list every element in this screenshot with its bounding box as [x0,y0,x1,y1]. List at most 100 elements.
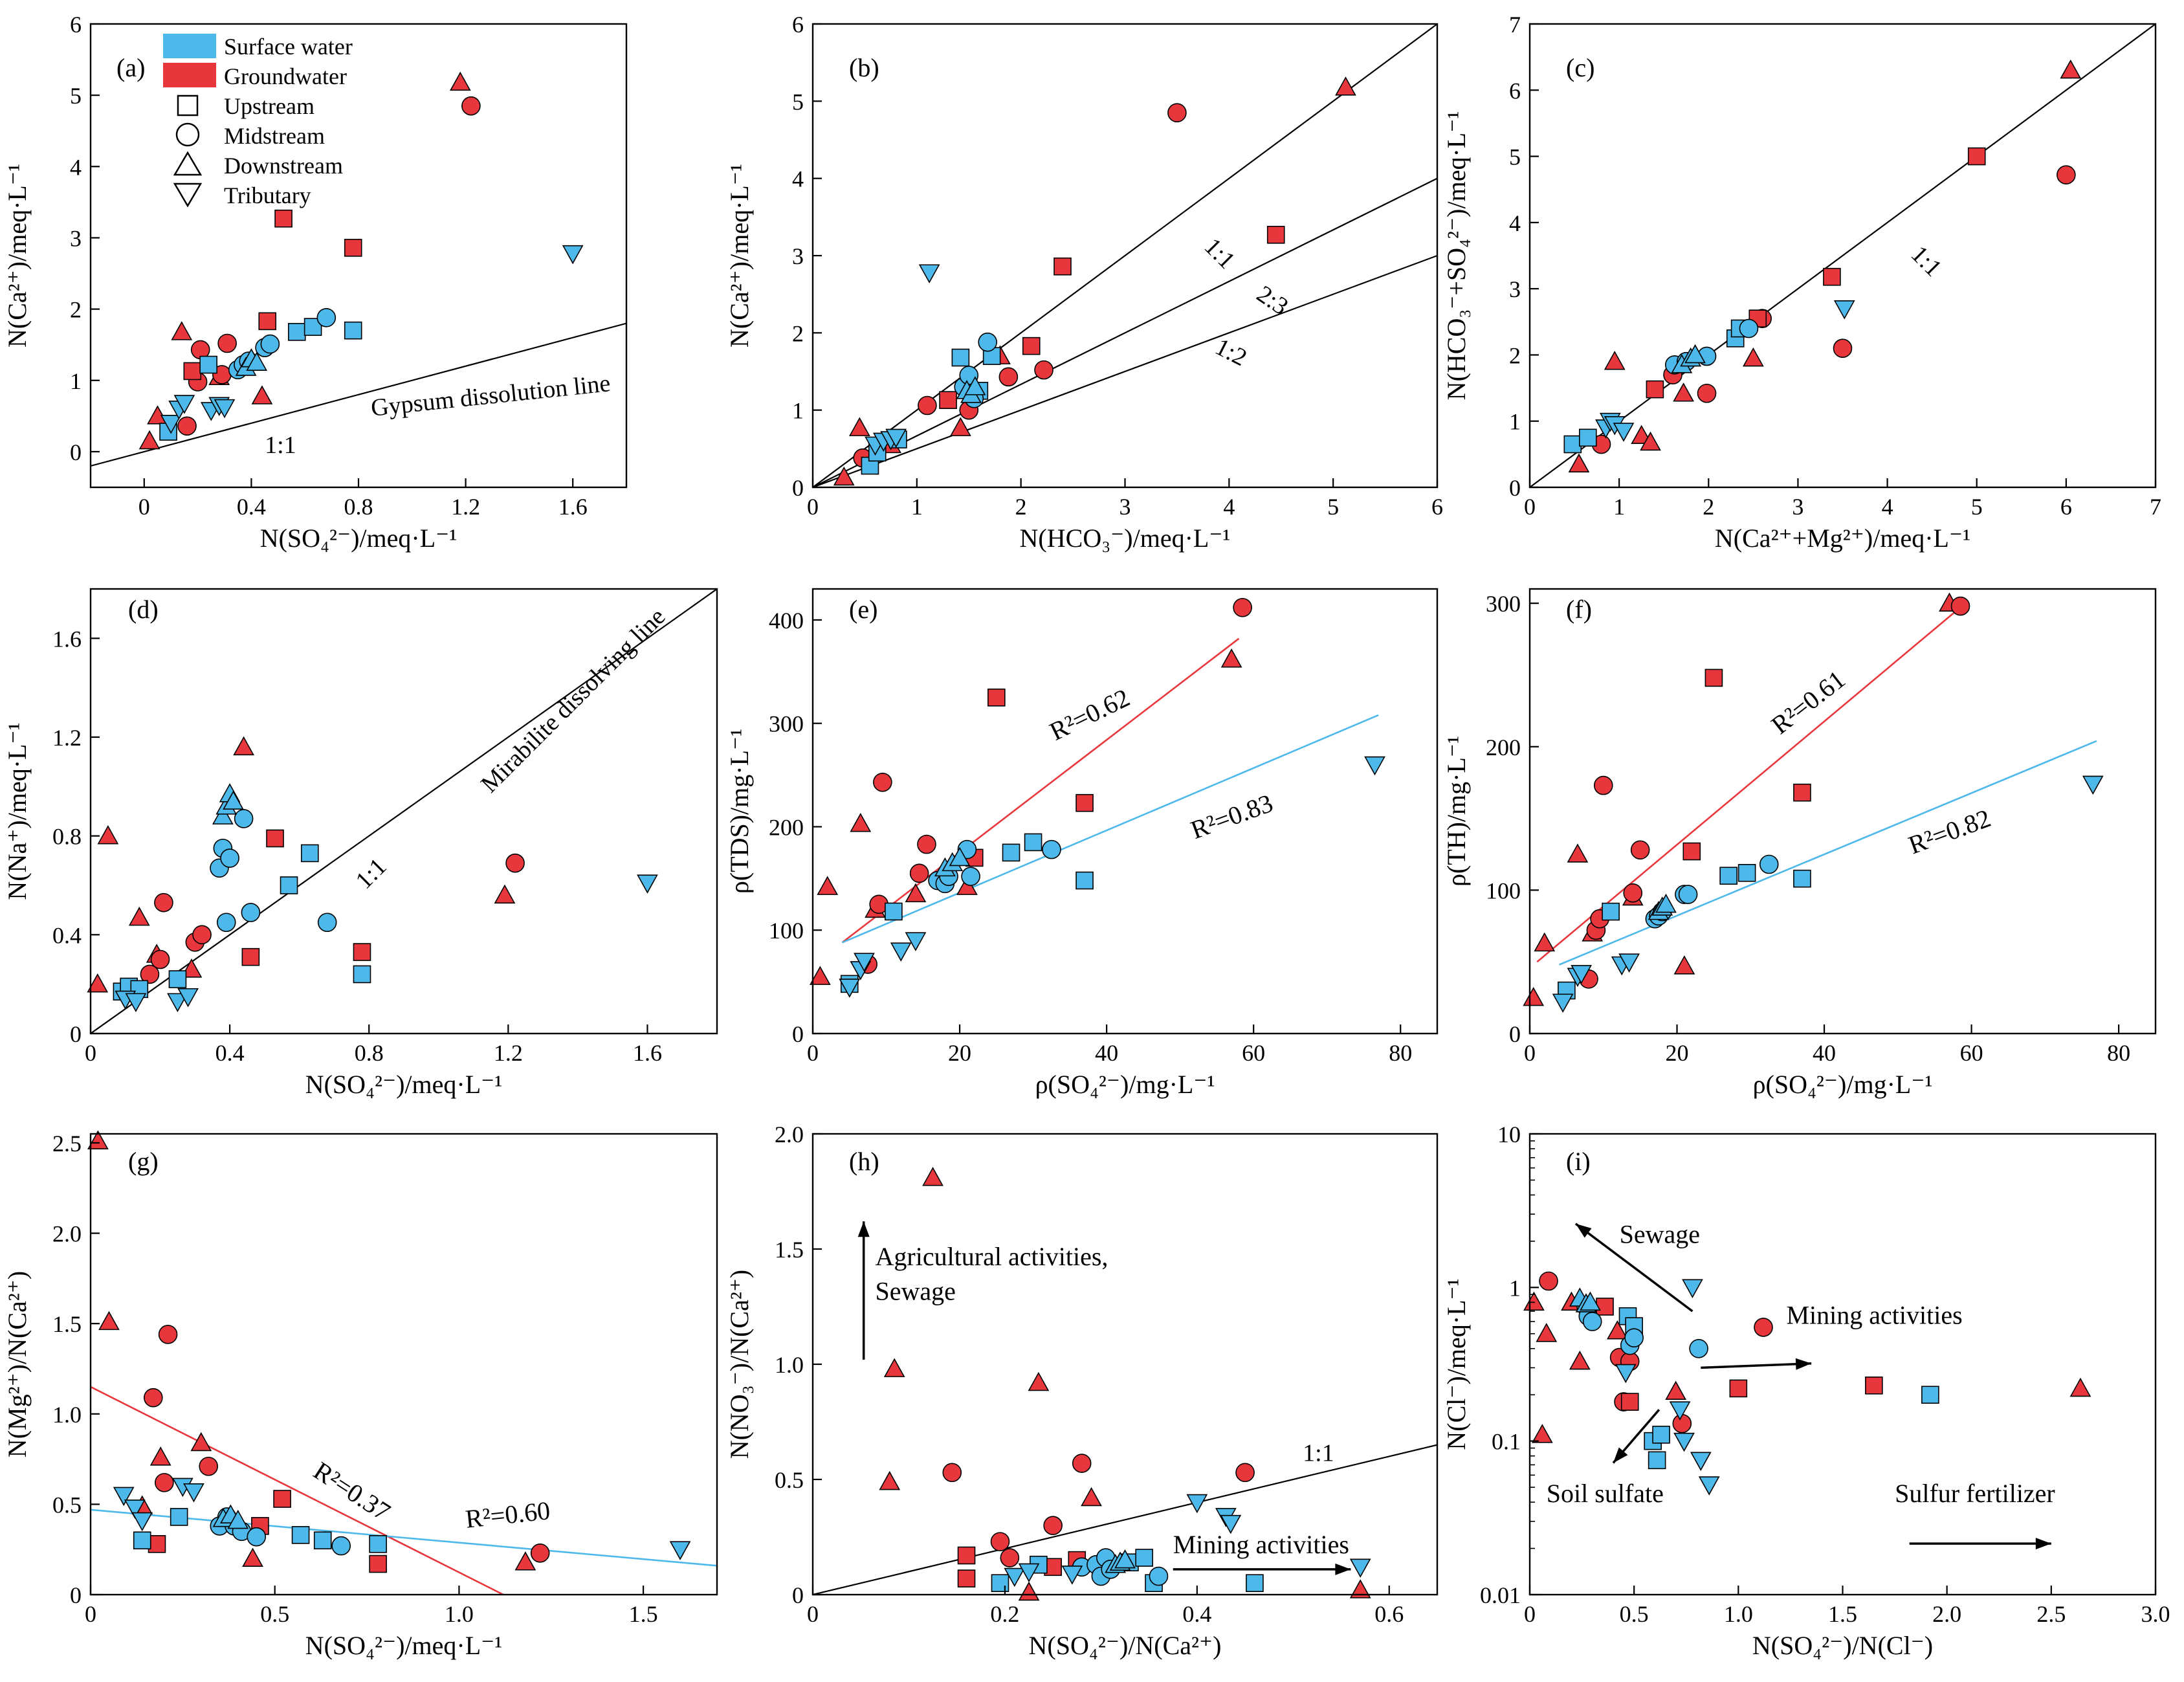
panel-e-x-axis-label: ρ(SO₄²⁻)/mg·L⁻¹ [1035,1070,1215,1099]
panel-i-arrow-1 [1701,1362,1812,1369]
panel-a-point-surface-up-18 [287,323,306,341]
panel-e-point-surface-up-17 [885,902,903,921]
panel-e-xtick-label-60: 60 [1242,1040,1265,1066]
panel-i-arrowhead-2 [1613,1447,1628,1463]
legend-upstream-square-icon [177,94,199,116]
panel-i-panel-label: (i) [1566,1147,1591,1176]
panel-g-point-ground-down-0 [87,1130,109,1149]
panel-e-line-groundwater-fit [841,637,1240,944]
panel-f-point-ground-down-5 [1673,955,1695,975]
panel-c-ytick-label-5: 5 [1509,144,1521,170]
panel-g-point-ground-down-5 [242,1547,263,1567]
panel-f-point-surface-up-20 [1737,863,1756,882]
panel-f-xtick-label-40: 40 [1813,1040,1836,1066]
panel-e-ytick-label-100: 100 [769,918,804,944]
panel-i-y-axis-label: N(Cl⁻)/meq·L⁻¹ [1442,1278,1471,1450]
panel-f-points [1523,592,2104,1013]
panel-a-point-surface-down-29 [246,351,268,371]
panel-h-x-axis-label: N(SO₄²⁻)/N(Ca²⁺) [1029,1631,1222,1660]
panel-e-ytick-label-300: 300 [769,711,804,737]
panel-d-point-surface-up-20 [280,876,298,894]
panel-a-point-surface-mid-25 [260,334,280,354]
panel-c-ytick-label-0: 0 [1509,475,1521,501]
panel-e-point-surface-up-19 [1024,833,1042,852]
panel-a-xtick-label-1-2: 1.2 [451,494,480,520]
panel-b-y-axis-label: N(Ca²⁺)/meq·L⁻¹ [725,164,754,348]
panel-h-annotation-3: Mining activities [1173,1530,1349,1559]
panel-a-xtick-label-0-4: 0.4 [237,494,266,520]
panel-i-ytick-label-10: 10 [1497,1122,1521,1147]
panel-e-line-surface-water-fit [841,714,1379,944]
panel-c-ytick-label-2: 2 [1509,342,1521,368]
panel-f-point-surface-trib-31 [1552,993,1574,1013]
panel-g-point-ground-down-1 [98,1311,120,1331]
legend-groundwater-label: Groundwater [224,63,347,89]
panel-d-point-surface-mid-25 [220,848,239,868]
panel-h-point-surface-up-20 [1135,1549,1153,1567]
panel-b-annotation-2: 1:2 [1211,333,1251,371]
panel-c-point-surface-trib-31 [1613,423,1635,442]
panel-g-point-ground-up-15 [369,1555,387,1573]
panel-f-frame [1528,588,2157,1035]
legend: Surface water Groundwater Upstream Midst… [163,34,353,208]
panel-b-point-ground-down-0 [833,466,855,486]
panel-d-point-ground-mid-8 [150,949,170,969]
panel-b-xtick-label-2: 2 [1015,494,1027,520]
panel-a-ytick-label-4: 4 [70,154,82,180]
panel-d-point-ground-mid-9 [154,892,173,913]
legend-groundwater-swatch [163,63,216,87]
panel-h-ytick-label-1: 1.0 [775,1352,804,1378]
panel-c-x-axis-label: N(Ca²⁺+Mg²⁺)/meq·L⁻¹ [1715,524,1970,553]
panel-c-panel-label: (c) [1566,53,1594,82]
panel-c-point-ground-mid-9 [1697,383,1717,403]
panel-i-point-surface-up-22 [1652,1426,1670,1444]
panel-c-point-surface-down-27 [1684,344,1706,364]
panel-b-x-axis-label: N(HCO₃⁻)/meq·L⁻¹ [1020,524,1231,553]
panel-a-y-axis-label: N(Ca²⁺)/meq·L⁻¹ [3,164,32,348]
panel-d: 0 0.4 0.8 1.2 1.6 0 0.4 0.8 1.2 1.6 N(SO₄²⁻)/meq·L… [3,588,718,1099]
panel-f-panel-label: (f) [1566,595,1592,624]
panel-c-ytick-label-3: 3 [1509,276,1521,302]
panel-b-points [833,76,1356,486]
panel-h-point-ground-down-6 [1349,1579,1371,1599]
panel-g-panel-label: (g) [128,1147,159,1176]
panel-f-point-surface-mid-26 [1678,885,1698,904]
panel-g-point-ground-mid-8 [155,1473,174,1492]
panel-c-point-surface-up-17 [1563,435,1582,454]
panel-e-point-surface-up-18 [1002,843,1020,862]
panel-e: 0 20 40 60 80 0 100 200 300 400 ρ(SO₄²⁻)/mg·L⁻¹ ρ(T… [725,588,1439,1099]
panel-i-annotation-2: Soil sulfate [1547,1479,1664,1508]
panel-b: 0 1 2 3 4 5 6 0 1 2 3 4 5 6 N(HCO₃⁻)/meq·L⁻¹ N(Ca²⁺)/me… [725,12,1443,553]
panel-g-point-surface-trib-35 [669,1541,691,1560]
panel-g-point-surface-mid-26 [331,1536,351,1556]
panel-e-point-ground-down-1 [817,876,839,895]
panel-d-point-surface-mid-27 [234,809,254,828]
panel-a-panel-label: (a) [116,53,145,82]
panel-f-point-surface-down-30 [1655,893,1677,913]
panel-g-annotation-1: R²=0.60 [464,1496,551,1533]
panel-h-panel-label: (h) [849,1147,879,1176]
panel-f: 0 20 40 60 80 0 100 200 300 ρ(SO₄²⁻)/mg·L⁻¹ ρ(TH)/… [1442,588,2157,1099]
panel-d-point-surface-trib-35 [125,993,147,1013]
panel-d-ytick-label-0: 0 [70,1021,82,1047]
panel-h-xtick-label-0-4: 0.4 [1182,1601,1211,1627]
panel-g-point-surface-mid-25 [247,1527,267,1547]
panel-f-line-surface-water-fit [1559,740,2097,966]
panel-a-point-ground-up-12 [183,362,202,381]
panel-a-point-ground-down-4 [251,385,273,404]
panel-i-point-surface-mid-29 [1689,1338,1708,1358]
panel-h-ytick-label-1-5: 1.5 [775,1237,804,1263]
panel-a-point-surface-mid-26 [316,308,336,327]
panel-g-points [87,1130,691,1573]
panel-c-point-ground-down-6 [2060,59,2082,79]
panel-g-ytick-label-1-5: 1.5 [52,1311,82,1337]
legend-upstream-label: Upstream [224,93,314,119]
panel-g-point-ground-down-3 [149,1446,171,1466]
panel-b-annotation-0: 1:1 [1199,233,1241,274]
panel-g-annotation-0: R²=0.37 [309,1456,396,1527]
panel-c-xtick-label-0: 0 [1524,494,1536,520]
panel-f-point-ground-mid-13 [1950,596,1970,616]
panel-h-point-ground-down-5 [1081,1487,1102,1507]
panel-g-xtick-label-0: 0 [85,1601,96,1627]
